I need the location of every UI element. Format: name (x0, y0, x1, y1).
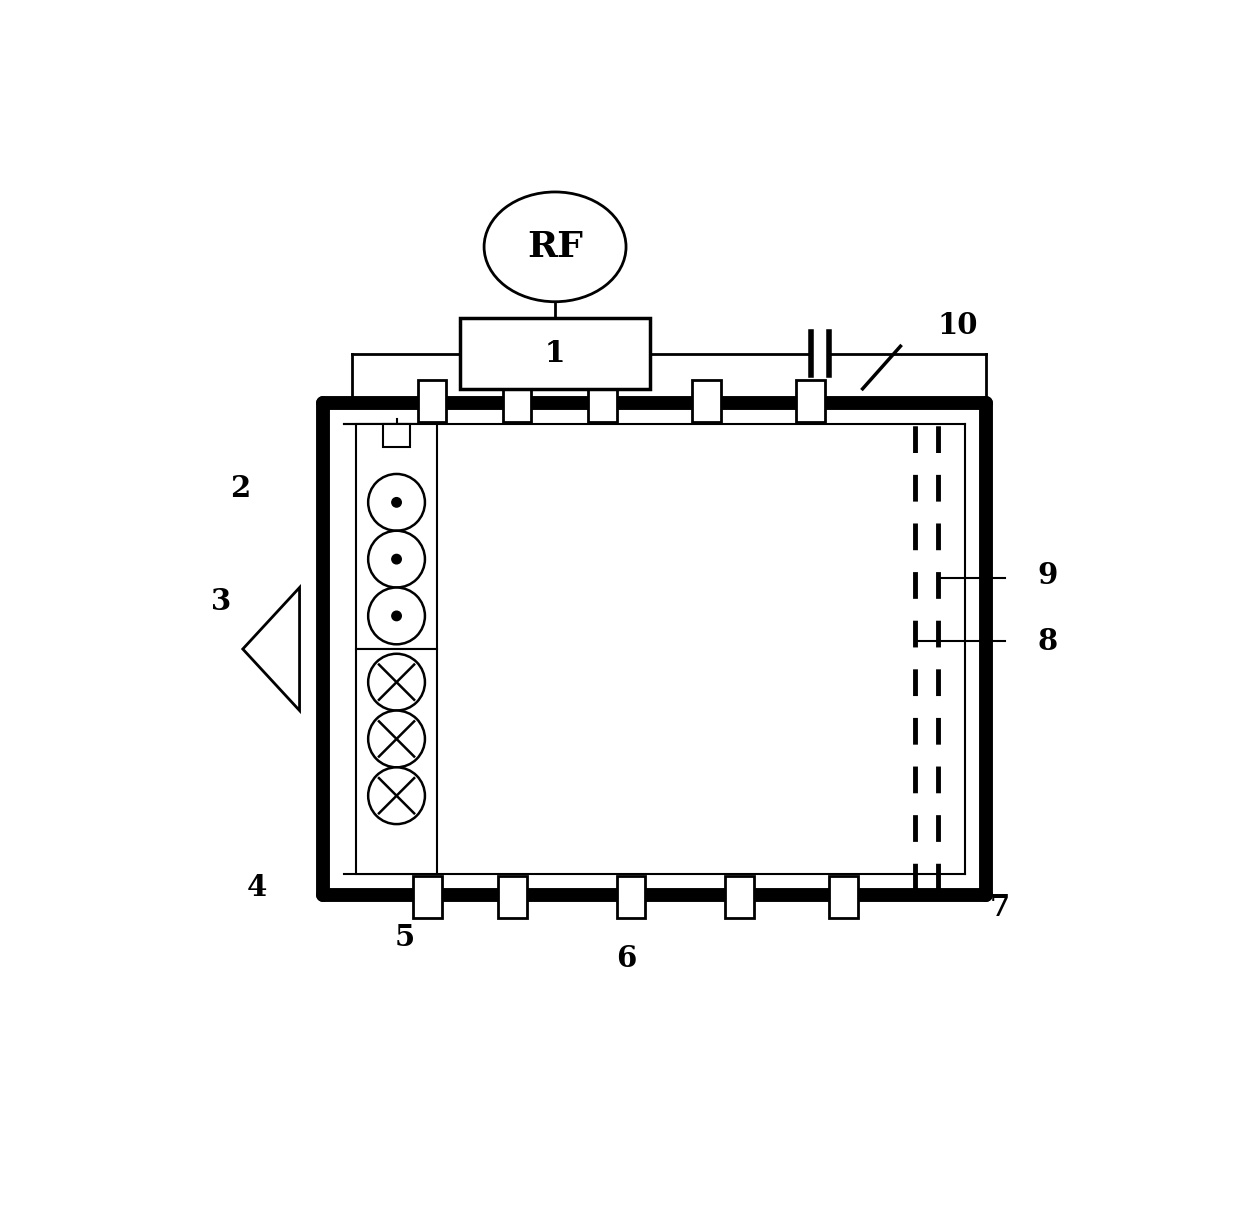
Text: 10: 10 (937, 311, 977, 340)
Text: 1: 1 (544, 339, 565, 369)
Bar (503, 380, 532, 422)
Bar (356, 424, 436, 649)
Text: 3: 3 (211, 587, 231, 616)
Circle shape (368, 654, 425, 710)
Bar (830, 876, 858, 918)
Bar (692, 380, 720, 422)
Text: 2: 2 (229, 473, 250, 503)
Bar (413, 876, 441, 918)
Ellipse shape (484, 192, 626, 302)
Circle shape (368, 531, 425, 587)
Text: RF: RF (527, 230, 583, 264)
Circle shape (368, 767, 425, 825)
Circle shape (368, 587, 425, 644)
Bar (616, 876, 645, 918)
Bar (460, 318, 650, 388)
Text: 9: 9 (1037, 560, 1058, 590)
Bar (498, 876, 527, 918)
Bar (588, 380, 616, 422)
Text: 8: 8 (1037, 627, 1058, 656)
Text: 5: 5 (394, 923, 414, 952)
Circle shape (392, 611, 402, 621)
Bar (796, 380, 825, 422)
Text: 7: 7 (990, 893, 1009, 922)
Text: 4: 4 (247, 873, 267, 902)
Circle shape (392, 498, 402, 508)
Text: 1: 1 (544, 339, 565, 367)
Bar (418, 380, 446, 422)
Circle shape (368, 710, 425, 767)
Bar (725, 876, 754, 918)
Text: 6: 6 (616, 944, 636, 973)
Bar (356, 649, 436, 874)
Circle shape (392, 554, 402, 564)
Bar (383, 424, 409, 447)
Circle shape (368, 474, 425, 531)
